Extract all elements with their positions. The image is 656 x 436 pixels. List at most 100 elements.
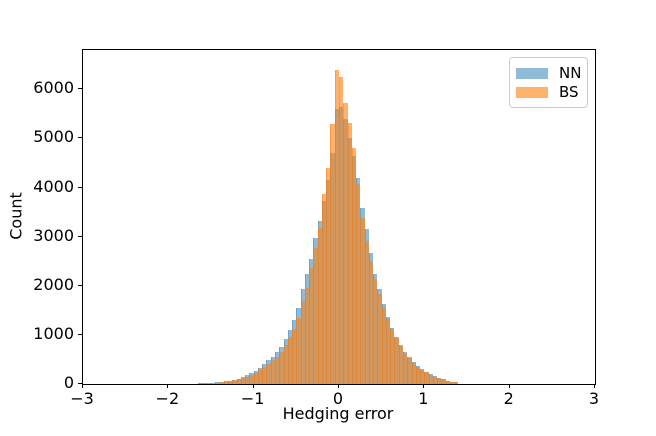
histogram-bar-bs	[287, 337, 293, 384]
legend: NN BS	[509, 57, 588, 108]
histogram-bar-bs	[211, 382, 216, 384]
x-tick-mark	[594, 384, 595, 388]
histogram-bar-bs	[232, 380, 237, 384]
histogram-bar-bs	[249, 374, 254, 384]
plot-area: NN BS	[82, 49, 596, 385]
histogram-bar-bs	[356, 184, 361, 384]
histogram-bar-bs	[257, 370, 263, 384]
x-tick-mark	[338, 384, 339, 388]
histogram-bar-bs	[407, 357, 412, 384]
x-tick-label: −2	[155, 389, 180, 408]
histogram-bar-bs	[394, 338, 399, 384]
histogram-bar-bs	[398, 345, 403, 384]
histogram-bar-bs	[223, 381, 229, 384]
histogram-bar-bs	[206, 383, 211, 384]
histogram-bar-bs	[240, 378, 246, 384]
nn-color-patch	[516, 68, 548, 79]
histogram-bar-bs	[351, 148, 357, 384]
histogram-bar-bs	[219, 382, 224, 384]
histogram-bar-bs	[270, 360, 275, 384]
histogram-bar-bs	[198, 383, 203, 384]
histogram-bar-bs	[228, 381, 233, 384]
histogram-bar-bs	[304, 288, 310, 384]
x-tick-mark	[167, 384, 169, 388]
x-tick-label: 3	[588, 389, 600, 408]
legend-label-bs: BS	[559, 83, 579, 101]
y-tick-mark	[78, 383, 82, 384]
y-tick-label: 3000	[33, 225, 74, 245]
histogram-bar-bs	[381, 307, 386, 384]
y-tick-mark	[78, 284, 82, 286]
bs-series-bars	[83, 50, 595, 384]
histogram-bar-bs	[360, 217, 365, 384]
histogram-bar-bs	[441, 379, 446, 384]
histogram-bar-bs	[262, 367, 267, 384]
histogram-bar-bs	[334, 69, 339, 384]
histogram-bar-bs	[347, 123, 352, 384]
y-tick-mark	[78, 186, 82, 188]
histogram-bar-bs	[266, 363, 271, 384]
x-tick-label: 2	[503, 389, 514, 408]
y-axis-label: Count	[6, 192, 26, 240]
histogram-bar-bs	[403, 352, 408, 384]
y-tick-label: 4000	[33, 176, 74, 196]
histogram-bar-bs	[317, 228, 322, 384]
histogram-bar-bs	[364, 241, 369, 384]
histogram-bar-bs	[343, 103, 348, 384]
x-tick-mark	[82, 384, 83, 388]
histogram-bar-bs	[275, 356, 280, 384]
histogram-bar-bs	[445, 380, 450, 384]
histogram-bar-bs	[202, 383, 207, 384]
y-tick-mark	[78, 88, 82, 90]
histogram-bar-bs	[283, 345, 288, 384]
histogram-bar-bs	[279, 351, 284, 384]
histogram-bar-bs	[454, 382, 459, 384]
x-tick-label: 1	[418, 389, 429, 408]
bs-color-patch	[516, 87, 548, 98]
histogram-bar-bs	[390, 329, 395, 384]
histogram-bar-bs	[245, 376, 250, 384]
y-tick-label: 1000	[33, 323, 74, 343]
x-tick-mark	[508, 384, 510, 388]
histogram-bar-bs	[330, 123, 335, 384]
histogram-bar-bs	[321, 194, 327, 384]
histogram-bar-bs	[385, 319, 391, 384]
histogram-bar-bs	[449, 381, 455, 384]
y-tick-label: 5000	[33, 127, 74, 147]
histogram-bar-bs	[415, 366, 421, 384]
histogram-bar-bs	[326, 168, 331, 384]
x-tick-mark	[423, 384, 425, 388]
histogram-bar-bs	[339, 77, 344, 384]
histogram-bar-bs	[300, 301, 305, 384]
histogram-bar-bs	[292, 328, 297, 384]
x-tick-mark	[252, 384, 254, 388]
histogram-bar-bs	[411, 362, 416, 384]
histogram-bar-bs	[215, 382, 220, 384]
x-tick-label: −1	[240, 389, 265, 408]
legend-item-nn: NN	[516, 64, 587, 83]
histogram-bar-bs	[236, 379, 241, 384]
y-tick-label: 6000	[33, 78, 74, 98]
y-tick-mark	[78, 235, 82, 237]
histogram-bar-bs	[432, 376, 438, 384]
x-tick-label: −3	[70, 389, 94, 408]
legend-label-nn: NN	[559, 64, 582, 82]
y-tick-label: 0	[63, 373, 74, 392]
legend-item-bs: BS	[516, 83, 587, 102]
y-tick-mark	[78, 137, 82, 139]
x-axis-label: Hedging error	[282, 404, 394, 423]
histogram-bar-bs	[313, 247, 318, 384]
histogram-bar-bs	[368, 261, 374, 384]
histogram-bar-bs	[253, 372, 258, 384]
histogram-bar-bs	[309, 268, 314, 384]
histogram-bar-bs	[296, 317, 301, 384]
y-tick-mark	[78, 333, 82, 335]
histogram-bar-bs	[373, 278, 378, 384]
histogram-bar-bs	[377, 294, 382, 384]
histogram-bar-bs	[420, 369, 425, 384]
x-tick-label: 0	[332, 389, 344, 408]
histogram-bar-bs	[428, 374, 433, 384]
y-tick-label: 2000	[33, 274, 74, 294]
histogram-bar-bs	[424, 372, 429, 384]
